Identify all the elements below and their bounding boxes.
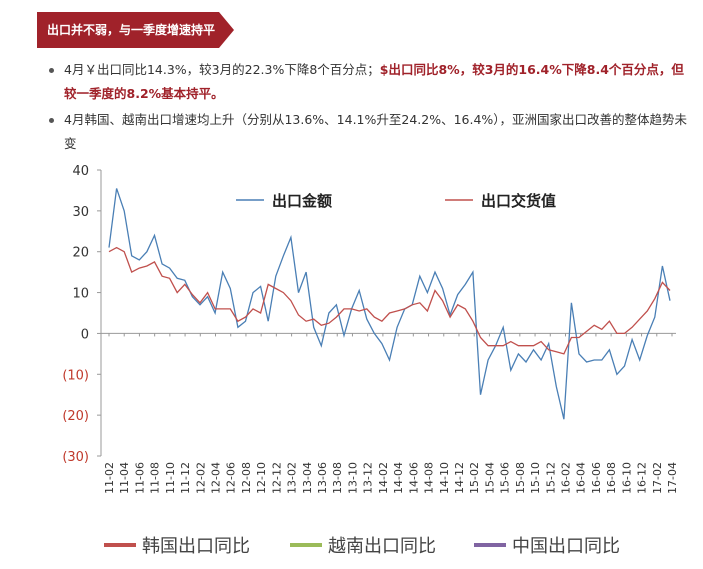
series-line-export-amount (108, 188, 671, 420)
legend-label: 出口金额 (272, 192, 332, 210)
x-tick-label: 11-06 (133, 462, 146, 494)
x-tick-label: 12-04 (210, 462, 223, 494)
x-tick-label: 17-02 (651, 462, 664, 494)
y-tick-label: 40 (72, 164, 89, 179)
x-tick-label: 14-02 (377, 462, 390, 494)
x-tick-label: 15-10 (529, 462, 542, 494)
x-tick-label: 16-08 (605, 462, 618, 494)
x-tick-label: 13-08 (331, 462, 344, 494)
y-tick-label: 0 (81, 327, 89, 342)
x-tick-label: 14-04 (392, 462, 405, 494)
bullet-2-text: 4月韩国、越南出口增速均上升（分别从13.6%、14.1%升至24.2%、16.… (64, 112, 688, 151)
x-tick-label: 14-06 (407, 462, 420, 494)
x-tick-label: 11-12 (179, 462, 192, 494)
x-tick-label: 15-06 (499, 462, 512, 494)
x-tick-label: 13-10 (346, 462, 359, 494)
series-line-export-delivery (108, 246, 671, 355)
y-tick-label: 20 (72, 246, 89, 261)
x-tick-label: 16-04 (575, 462, 588, 494)
x-tick-label: 12-10 (255, 462, 268, 494)
x-tick-label: 15-12 (544, 462, 557, 494)
y-tick-label: 30 (72, 205, 89, 220)
bullet-dot (49, 68, 54, 73)
y-tick-label: 10 (72, 287, 89, 302)
x-tick-label: 12-12 (270, 462, 283, 494)
banner-title: 出口并不弱，与一季度增速持平 (47, 23, 216, 37)
bullet-1-text: 4月￥出口同比14.3%，较3月的22.3%下降8个百分点； (64, 62, 380, 77)
bullet-list: 4月￥出口同比14.3%，较3月的22.3%下降8个百分点；$出口同比8%，较3… (38, 58, 688, 158)
x-tick-label: 14-10 (438, 462, 451, 494)
x-tick-label: 13-12 (362, 462, 375, 494)
bullet-item-2: 4月韩国、越南出口增速均上升（分别从13.6%、14.1%升至24.2%、16.… (38, 108, 688, 156)
bullet-item-1: 4月￥出口同比14.3%，较3月的22.3%下降8个百分点；$出口同比8%，较3… (38, 58, 688, 106)
y-tick-label: (30) (62, 450, 89, 465)
x-tick-label: 11-04 (118, 462, 131, 494)
x-tick-label: 12-08 (240, 462, 253, 494)
x-tick-label: 15-08 (514, 462, 527, 494)
x-tick-label: 11-08 (149, 462, 162, 494)
x-tick-label: 13-04 (301, 462, 314, 494)
x-tick-label: 16-10 (620, 462, 633, 494)
banner-shape (37, 12, 234, 48)
x-tick-label: 15-04 (483, 462, 496, 494)
y-tick-label: (20) (62, 409, 89, 424)
bottom-legend-label: 韩国出口同比 (142, 536, 250, 557)
x-tick-label: 13-02 (286, 462, 299, 494)
x-tick-label: 11-02 (103, 462, 116, 494)
x-tick-label: 11-10 (164, 462, 177, 494)
x-tick-label: 16-06 (590, 462, 603, 494)
bullet-1-highlight: $出口同比8%，较3月的16.4%下降8.4个百分点，但较一季度的8.2%基本持… (64, 62, 684, 101)
x-tick-label: 13-06 (316, 462, 329, 494)
x-tick-label: 17-04 (666, 462, 679, 494)
x-tick-label: 12-02 (194, 462, 207, 494)
x-tick-label: 14-08 (423, 462, 436, 494)
x-tick-label: 16-02 (559, 462, 572, 494)
y-tick-label: (10) (62, 368, 89, 383)
x-tick-label: 16-12 (636, 462, 649, 494)
x-tick-label: 15-02 (468, 462, 481, 494)
x-tick-label: 12-06 (225, 462, 238, 494)
legend-label: 出口交货值 (481, 192, 556, 210)
x-tick-label: 14-12 (453, 462, 466, 494)
bottom-legend-label: 越南出口同比 (328, 536, 436, 557)
bottom-legend-label: 中国出口同比 (512, 536, 620, 557)
bullet-dot (49, 118, 54, 123)
